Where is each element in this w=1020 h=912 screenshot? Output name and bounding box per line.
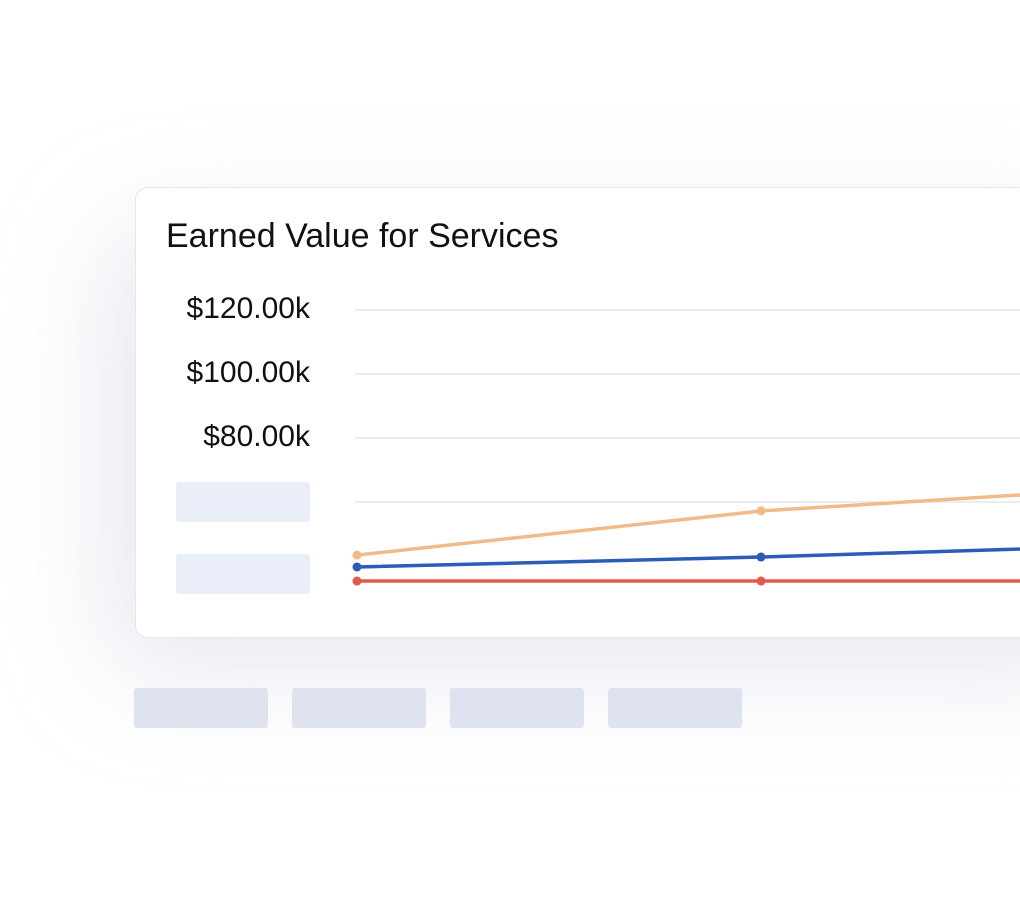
skeleton-tab — [608, 688, 742, 728]
y-tick-label-placeholder — [176, 554, 310, 594]
point — [352, 562, 362, 572]
point — [756, 552, 766, 562]
point — [352, 550, 362, 560]
skeleton-tab — [134, 688, 268, 728]
plot — [352, 309, 1020, 586]
y-tick-label: $100.00k — [187, 356, 311, 389]
chart-title: Earned Value for Services — [166, 217, 558, 255]
point — [756, 576, 766, 586]
card — [135, 187, 1020, 638]
point — [756, 506, 766, 516]
skeleton-tab — [450, 688, 584, 728]
y-tick-label: $80.00k — [203, 420, 311, 453]
y-tick-label: $120.00k — [187, 292, 311, 325]
skeleton-tab — [292, 688, 426, 728]
point — [352, 576, 362, 586]
y-tick-label-placeholder — [176, 482, 310, 522]
